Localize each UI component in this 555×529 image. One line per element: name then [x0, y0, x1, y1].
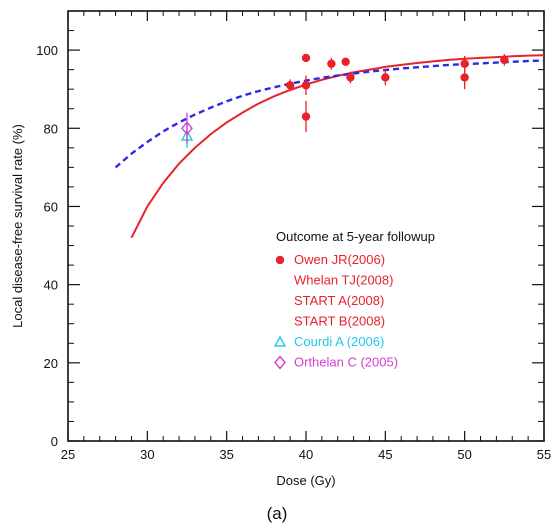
legend-label: START B(2008) [294, 314, 385, 329]
legend: Outcome at 5-year followup Owen JR(2006)… [273, 229, 435, 370]
legend-entries: Owen JR(2006) Whelan TJ(2008) START A(2008… [273, 252, 398, 370]
data-point [301, 81, 311, 90]
y-tick-label: 100 [36, 43, 58, 58]
legend-label: Owen JR(2006) [294, 252, 385, 267]
x-tick-label: 50 [457, 447, 471, 462]
y-tick-label: 60 [44, 199, 58, 214]
legend-label: START A(2008) [294, 293, 384, 308]
data-point [301, 53, 311, 63]
dashed-fit-curve [114, 59, 545, 169]
x-tick-label: 45 [378, 447, 392, 462]
data-point [301, 112, 311, 121]
x-tick-label: 30 [140, 447, 154, 462]
data-point [181, 121, 193, 136]
y-tick-label: 80 [44, 121, 58, 136]
legend-title: Outcome at 5-year followup [276, 229, 435, 244]
data-point [500, 55, 509, 65]
y-axis-label: Local disease-free survival rate (%) [10, 124, 25, 328]
legend-label: Courdi A (2006) [294, 334, 384, 349]
x-tick-label: 25 [61, 447, 75, 462]
data-point [341, 57, 350, 67]
y-tick-label: 0 [51, 434, 58, 449]
data-point [285, 81, 295, 90]
legend-label: Whelan TJ(2008) [294, 273, 393, 288]
data-point [346, 73, 355, 82]
x-tick-label: 55 [537, 447, 551, 462]
y-tick-label: 20 [44, 356, 58, 371]
x-axis-label: Dose (Gy) [276, 473, 335, 488]
legend-label: Orthelan C (2005) [294, 355, 398, 370]
data-point [460, 73, 469, 82]
legend-marker [275, 255, 285, 265]
fit-curves [114, 54, 545, 239]
x-tick-label: 40 [299, 447, 313, 462]
legend-marker [273, 335, 287, 347]
figure-caption: (a) [267, 504, 288, 523]
solid-fit-curve [130, 54, 545, 239]
data-point [327, 59, 336, 68]
y-tick-label: 40 [44, 278, 58, 293]
data-point [460, 59, 469, 68]
x-tick-label: 35 [219, 447, 233, 462]
legend-marker [274, 355, 286, 370]
data-point [381, 73, 390, 82]
data-points [180, 53, 509, 148]
axis-ticks: 25 30 35 40 45 50 55 0 20 40 60 80 100 [36, 10, 551, 462]
